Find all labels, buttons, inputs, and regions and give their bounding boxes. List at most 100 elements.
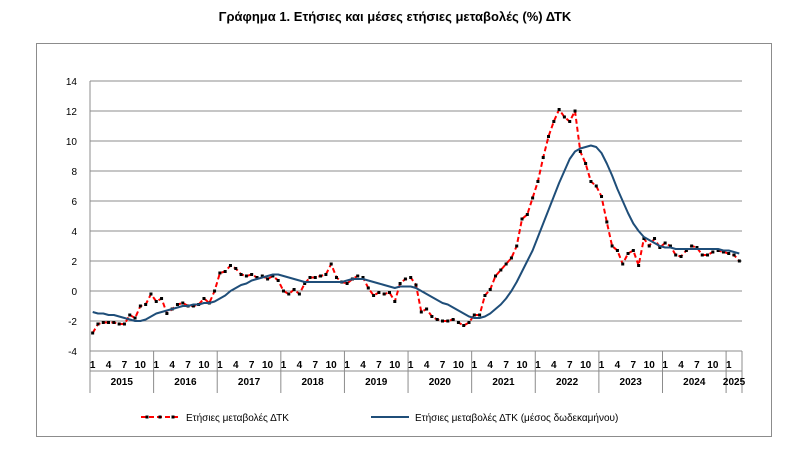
data-point-marker [547, 135, 551, 138]
x-year-label: 2024 [683, 377, 706, 388]
data-point-marker [122, 322, 126, 326]
data-point-marker [228, 264, 232, 267]
data-point-marker [594, 184, 598, 188]
data-point-marker [414, 283, 418, 287]
series-line-annual [91, 108, 741, 334]
x-year-label: 2020 [429, 377, 452, 388]
x-month-label: 7 [440, 360, 446, 371]
legend-label-average: Ετήσιες μεταβολές ΔΤΚ (μέσος δωδεκαμήνου… [415, 412, 618, 424]
x-year-label: 2015 [111, 377, 134, 388]
x-month-label: 1 [153, 360, 159, 371]
data-point-marker [175, 303, 179, 306]
y-tick-label: 2 [71, 257, 77, 268]
data-point-marker [488, 288, 492, 291]
x-month-label: 10 [262, 360, 274, 371]
x-month-label: 10 [326, 360, 338, 371]
x-year-label: 2019 [365, 377, 388, 388]
series [91, 108, 741, 335]
data-point-marker [695, 246, 699, 249]
data-point-marker [101, 321, 105, 324]
x-month-label: 1 [662, 360, 668, 371]
data-point-marker [271, 274, 275, 278]
data-point-marker [239, 273, 243, 276]
x-month-label: 1 [281, 360, 287, 371]
data-point-marker [361, 276, 365, 279]
data-point-marker [536, 180, 540, 183]
x-month-label: 4 [169, 360, 175, 371]
data-point-marker [568, 120, 572, 123]
x-month-label: 4 [106, 360, 112, 371]
x-month-label: 7 [376, 360, 382, 371]
x-month-label: 4 [551, 360, 557, 371]
data-point-marker [96, 322, 100, 326]
data-point-marker [525, 213, 529, 216]
data-point-marker [483, 294, 487, 297]
data-point-marker [653, 237, 657, 240]
data-point-marker [451, 318, 455, 321]
series-line-average [92, 144, 740, 322]
data-point-marker [91, 331, 95, 335]
y-tick-label: 4 [71, 227, 77, 238]
y-tick-label: 12 [66, 107, 78, 118]
data-point-marker [462, 324, 466, 327]
data-point-marker [668, 244, 672, 248]
x-month-label: 1 [90, 360, 96, 371]
data-point-marker [138, 304, 142, 308]
data-point-marker [732, 253, 736, 257]
x-month-label: 4 [424, 360, 430, 371]
data-point-marker [276, 279, 280, 282]
data-point-marker [107, 321, 111, 324]
legend-marker [158, 415, 162, 419]
data-point-marker [737, 259, 741, 263]
y-tick-label: 10 [66, 137, 78, 148]
y-tick-label: -4 [68, 347, 77, 358]
data-point-marker [637, 264, 641, 267]
data-point-marker [382, 292, 386, 296]
data-point-marker [144, 303, 148, 306]
x-month-label: 7 [694, 360, 700, 371]
x-month-label: 10 [453, 360, 465, 371]
data-point-marker [621, 262, 625, 266]
data-point-marker [112, 321, 116, 324]
x-month-label: 1 [726, 360, 732, 371]
data-point-marker [250, 273, 254, 276]
data-point-marker [165, 312, 169, 315]
data-point-marker [303, 282, 307, 285]
data-point-marker [234, 267, 238, 270]
x-month-label: 7 [185, 360, 191, 371]
x-month-label: 4 [615, 360, 621, 371]
data-point-marker [557, 108, 561, 111]
data-point-marker [690, 244, 694, 248]
x-month-label: 1 [472, 360, 478, 371]
legend-label-annual: Ετήσιες μεταβολές ΔΤΚ [186, 412, 289, 424]
data-point-marker [281, 289, 285, 293]
data-point-marker [472, 313, 476, 317]
data-point-marker [218, 271, 222, 275]
data-point-marker [647, 244, 651, 248]
data-point-marker [393, 300, 397, 303]
y-tick-label: -2 [68, 317, 77, 328]
x-month-label: 10 [198, 360, 210, 371]
data-point-marker [509, 256, 513, 260]
data-point-marker [456, 321, 460, 324]
y-tick-label: 14 [66, 77, 78, 88]
x-month-label: 7 [122, 360, 128, 371]
data-point-marker [706, 253, 710, 257]
data-point-marker [297, 292, 301, 296]
x-month-label: 10 [516, 360, 528, 371]
data-point-marker [308, 276, 312, 279]
data-point-marker [515, 244, 519, 248]
data-point-marker [727, 252, 731, 255]
x-month-label: 7 [631, 360, 637, 371]
x-month-label: 1 [408, 360, 414, 371]
data-point-marker [721, 250, 725, 254]
data-point-marker [467, 321, 471, 324]
data-point-marker [213, 289, 217, 293]
x-month-label: 4 [360, 360, 366, 371]
data-point-marker [504, 262, 508, 266]
data-point-marker [287, 292, 291, 296]
data-point-marker [334, 276, 338, 279]
data-point-marker [600, 195, 604, 198]
